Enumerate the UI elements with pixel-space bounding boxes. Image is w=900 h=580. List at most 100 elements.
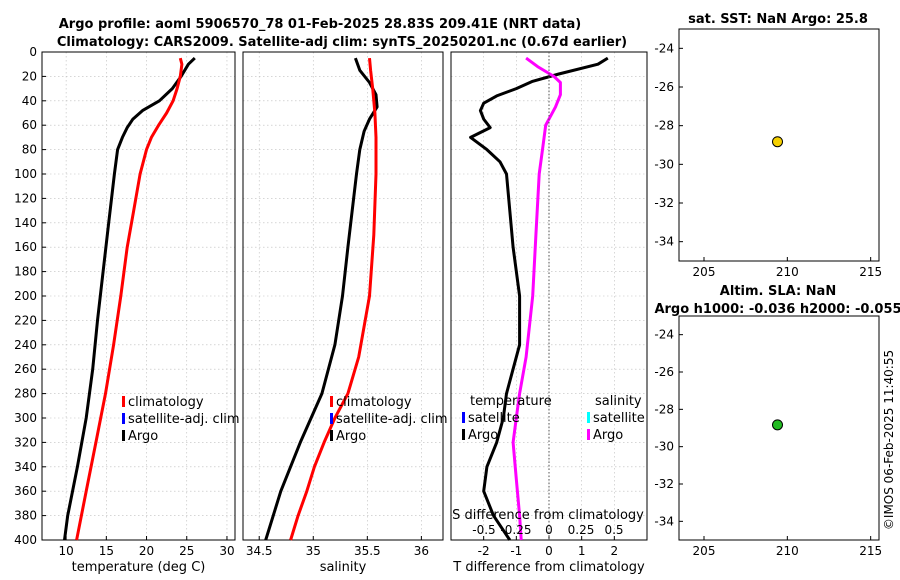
map-point-marker: [772, 419, 783, 431]
map-y-tick-label: -26: [654, 80, 674, 94]
map-y-tick-label: -24: [654, 41, 674, 55]
x-tick-label: 34.5: [246, 544, 273, 558]
map-x-tick-label: 205: [693, 265, 716, 279]
x-axis-label: temperature (deg C): [72, 560, 206, 575]
map-axes-frame: [678, 315, 880, 541]
y-tick-label: 400: [14, 533, 37, 547]
sla-map-panel: Altim. SLA: NaN Argo h1000: -0.036 h2000:…: [654, 284, 900, 558]
series-line-t-argo: [469, 56, 609, 541]
x-tick-label: 35.5: [354, 544, 381, 558]
y-tick-label: 80: [22, 143, 37, 157]
x-tick-label: 1: [578, 544, 586, 558]
axes-frame: [242, 51, 444, 541]
y-tick-label: 360: [14, 484, 37, 498]
map-x-tick-label: 215: [859, 265, 882, 279]
y-tick-label: 160: [14, 240, 37, 254]
y-tick-label: 320: [14, 435, 37, 449]
x-axis-label: T difference from climatology: [452, 560, 645, 575]
series-line-climatology: [75, 57, 184, 541]
x-tick-label: -1: [510, 544, 522, 558]
y-tick-label: 180: [14, 265, 37, 279]
difference-panel: -2 -1 0 1 2 T difference from climatology S di…: [450, 51, 648, 575]
y-tick-label: 0: [29, 45, 37, 59]
x-tick-label: -2: [478, 544, 490, 558]
y-tick-label: 120: [14, 191, 37, 205]
map-title-0: sat. SST: NaN Argo: 25.8: [688, 12, 868, 27]
diff-legend-t-argo-label: Argo: [468, 428, 498, 443]
diff-legend-t-sat-swatch: [462, 412, 465, 423]
map-y-tick-label: -26: [654, 365, 674, 379]
y-tick-label: 240: [14, 338, 37, 352]
y-tick-label: 220: [14, 313, 37, 327]
y-tick-label: 100: [14, 167, 37, 181]
sal-legend-2-swatch: [330, 430, 333, 441]
y-tick-label: 20: [22, 69, 37, 83]
x-tick-label: 10: [58, 544, 73, 558]
diff-legend-s-argo-swatch: [587, 429, 590, 440]
sal-legend-1-swatch: [330, 413, 333, 424]
diff-legend-s-argo-label: Argo: [593, 428, 623, 443]
figure-timestamp: ©IMOS 06-Feb-2025 11:40:55: [882, 350, 896, 530]
map-y-tick-label: -28: [654, 119, 674, 133]
sal-legend-0-swatch: [330, 396, 333, 407]
diff-legend-s-sat-swatch: [587, 412, 590, 423]
map-point-marker: [772, 136, 783, 148]
y-tick-label: 340: [14, 460, 37, 474]
temperature-panel: 0 20 40 60 80 100 120 140 160 180 200 220 240 260 280 3…: [14, 45, 240, 575]
figure-title-line2: Climatology: CARS2009. Satellite-adj cli…: [57, 35, 627, 50]
map-y-tick-label: -30: [654, 157, 674, 171]
y-tick-label: 60: [22, 118, 37, 132]
map-y-tick-label: -30: [654, 440, 674, 454]
y-tick-label: 280: [14, 387, 37, 401]
temp-legend-1-label: satellite-adj. clim: [128, 412, 240, 427]
sst-map-panel: sat. SST: NaN Argo: 25.8 -24 -26 -28 -30 -32 -…: [654, 12, 882, 279]
top-x-tick-label: -0.25: [500, 523, 531, 537]
map-title-0: Altim. SLA: NaN: [720, 284, 836, 299]
top-x-tick-label: -0.5: [472, 523, 495, 537]
y-tick-label: 380: [14, 509, 37, 523]
y-tick-label: 260: [14, 362, 37, 376]
map-x-tick-label: 210: [776, 544, 799, 558]
x-tick-label: 0: [545, 544, 553, 558]
series-line-s-argo: [511, 56, 562, 541]
map-y-tick-label: -32: [654, 196, 674, 210]
top-x-tick-label: 0: [545, 523, 553, 537]
temp-legend-2-label: Argo: [128, 429, 158, 444]
x-tick-label: 30: [219, 544, 234, 558]
map-y-tick-label: -24: [654, 328, 674, 342]
top-x-tick-label: 0.25: [568, 523, 595, 537]
map-y-tick-label: -32: [654, 477, 674, 491]
x-tick-label: 15: [99, 544, 114, 558]
salinity-panel: 34.5 35 35.5 36 salinity climatology satellite…: [242, 51, 448, 575]
sal-legend-2-label: Argo: [336, 429, 366, 444]
series-line-argo: [63, 57, 196, 541]
top-x-tick-label: 0.5: [604, 523, 623, 537]
x-tick-label: 36: [414, 544, 429, 558]
x-axis-label: salinity: [320, 560, 367, 575]
map-x-tick-label: 210: [776, 265, 799, 279]
y-tick-label: 300: [14, 411, 37, 425]
temp-legend-0-label: climatology: [128, 395, 204, 410]
diff-legend-title-salinity: salinity: [595, 394, 642, 409]
series-line-climatology: [289, 57, 378, 541]
diff-legend-t-argo-swatch: [462, 429, 465, 440]
temp-legend-2-swatch: [122, 430, 125, 441]
temp-legend-1-swatch: [122, 413, 125, 424]
diff-legend-s-sat-label: satellite: [593, 411, 645, 426]
x-tick-label: 20: [139, 544, 154, 558]
y-tick-label: 200: [14, 289, 37, 303]
y-tick-label: 40: [22, 94, 37, 108]
sal-legend-0-label: climatology: [336, 395, 412, 410]
diff-legend-t-sat-label: satellite: [468, 411, 520, 426]
x-tick-label: 2: [611, 544, 619, 558]
figure-title-line1: Argo profile: aoml 5906570_78 01-Feb-202…: [59, 17, 581, 32]
x-tick-label: 25: [179, 544, 194, 558]
map-y-tick-label: -34: [654, 514, 674, 528]
map-y-tick-label: -28: [654, 402, 674, 416]
x-tick-label: 35: [306, 544, 321, 558]
map-x-tick-label: 215: [859, 544, 882, 558]
top-x-axis-label: S difference from climatology: [452, 508, 644, 523]
y-tick-label: 140: [14, 216, 37, 230]
map-axes-frame: [678, 28, 880, 262]
